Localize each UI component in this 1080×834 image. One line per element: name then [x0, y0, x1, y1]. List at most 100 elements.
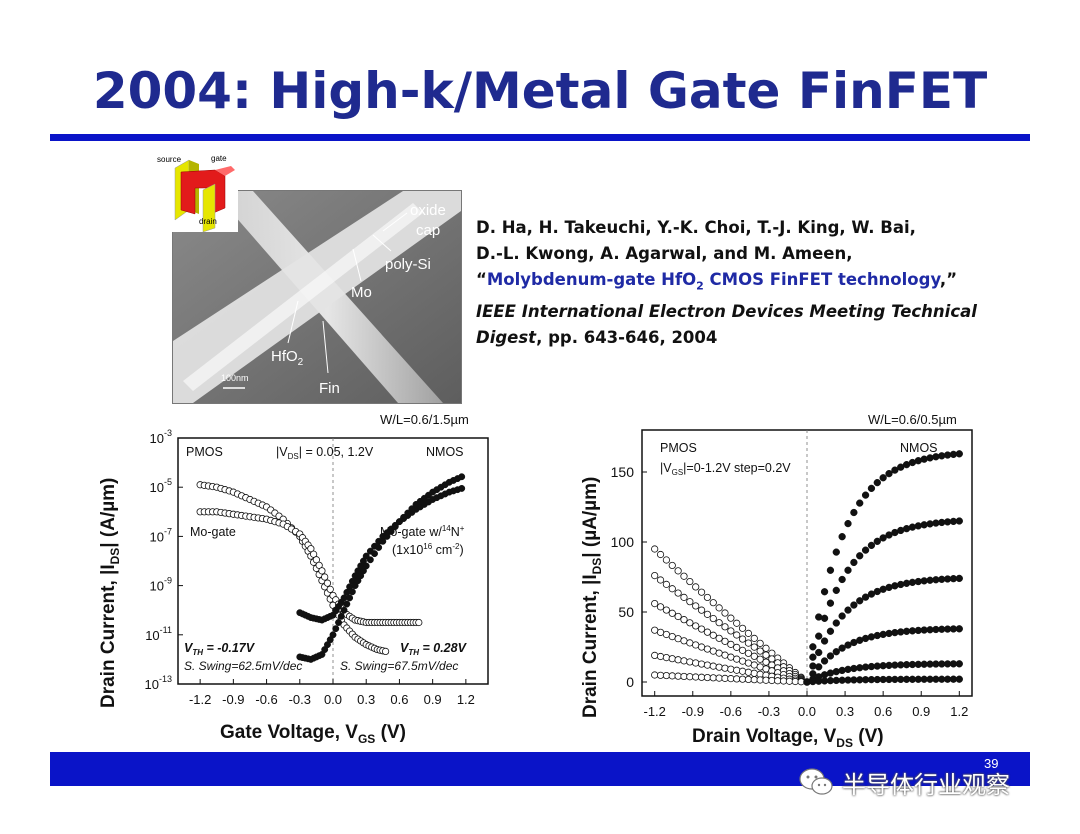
chart2-pmos-point [715, 619, 723, 627]
label-cap: cap [416, 222, 440, 239]
chart1-ytick-label: 10-11 [145, 625, 172, 643]
chart2-pmos-point [692, 659, 700, 667]
chart1-ytick-label: 10-3 [150, 428, 172, 446]
chart2-pmos-point [768, 676, 776, 685]
chart2-pmos-point [721, 664, 729, 672]
chart1-swing-p-label: S. Swing=62.5mV/dec [184, 659, 302, 673]
chart2-pmos-point [703, 661, 712, 669]
chart2-xtick-label: -1.2 [643, 704, 665, 719]
chart2-pmos-point [697, 625, 706, 633]
chart2-pmos-point [744, 675, 753, 684]
chart2-nmos-point [955, 625, 963, 633]
chart2-nmos-point [844, 606, 852, 614]
chart2-nmos-point [844, 519, 852, 528]
chart2-nmos-point [820, 614, 829, 622]
chart1-xtick-label: -0.9 [222, 692, 244, 707]
title-divider [50, 134, 1030, 141]
finfet-3d-inset: source gate drain [155, 150, 238, 232]
chart2-nmos-point [809, 643, 817, 651]
chart2-pmos-point [680, 572, 688, 580]
chart2-pmos-point [692, 602, 700, 610]
chart2-pmos-point [727, 675, 735, 683]
chart2-pmos-point [703, 645, 712, 653]
chart2-pmos-point [727, 627, 735, 635]
chart1-mogate-label: Mo-gate [190, 525, 236, 539]
chart2-nmos-point [838, 644, 846, 652]
chart1-xtick-label: 0.9 [424, 692, 442, 707]
chart2-pmos-point [686, 598, 694, 606]
chart1-point [335, 619, 342, 626]
chart2-pmos-point [744, 629, 753, 637]
chart1-ylabel: Drain Current, |IDS| (A/µm) [98, 478, 122, 708]
chart2-pmos-point [738, 675, 747, 683]
chart1-point [383, 532, 391, 540]
label-oxide: oxide [410, 202, 446, 219]
chart2-pmos-point [738, 667, 747, 675]
chart2-pmos-point [744, 639, 753, 647]
chart2-pmos-point [686, 577, 694, 586]
svg-text:drain: drain [199, 217, 217, 226]
chart2-pmos-point [709, 614, 717, 623]
chart2-pmos-point [680, 637, 688, 645]
chart1-nmos-label: NMOS [426, 445, 464, 459]
chart2-pmos-point [674, 612, 682, 621]
chart2-pmos-point [692, 622, 700, 630]
chart2-pmos-point [738, 624, 747, 632]
chart2-pmos-point [744, 649, 753, 657]
chart1-point [307, 545, 315, 553]
chart2-pmos-point [744, 668, 753, 676]
chart2-nmos-point [832, 619, 840, 627]
chart2-nmos-point [897, 580, 905, 589]
chart1-point [371, 550, 378, 558]
chart2-pmos-point [715, 663, 723, 671]
chart2-nmos-point [867, 541, 876, 550]
chart1-dose-label: (1x1016 cm-2) [392, 542, 464, 557]
chart2-pmos-point [709, 674, 717, 682]
chart2-nmos-point [832, 548, 840, 556]
chart2-pmos-point [656, 652, 665, 661]
chart2-pmos-point [715, 634, 723, 642]
transfer-characteristics-chart: W/L=0.6/1.5µm -1.2 -0.9 -0.6 -0.3 0.0 0.3 0.6 0… [98, 412, 489, 746]
chart2-pmos-point [703, 673, 712, 682]
chart2-ytick-label: 100 [611, 534, 635, 550]
chart2-pmos-point [709, 647, 717, 655]
chart2-pmos-point [697, 673, 706, 681]
chart2-ytick-label: 0 [626, 674, 634, 690]
chart1-ytick-label: 10-5 [150, 477, 172, 495]
chart2-pmos-point [738, 657, 747, 665]
citation-pages: Digest, pp. 643-646, 2004 [476, 328, 718, 348]
chart2-pmos-point [680, 672, 688, 681]
chart2-nmos-point [815, 632, 823, 640]
chart2-pmos-point [656, 603, 665, 611]
output-characteristics-chart: W/L=0.6/0.5µm -1.2 -0.9 -0.6 -0.3 0.0 0.3 0.6 0… [580, 412, 973, 750]
chart2-pmos-point [733, 619, 741, 627]
chart2-nmos-point [838, 575, 846, 584]
chart2-xlabel: Drain Voltage, VDS (V) [692, 726, 884, 750]
chart1-point [404, 509, 412, 517]
chart1-mogate-n-label: Mo-gate w/14N+ [380, 524, 465, 539]
chart2-pmos-point [709, 662, 717, 670]
chart2-pmos-point [727, 640, 735, 648]
chart2-nmos-point [873, 537, 881, 545]
chart2-pmos-point [756, 663, 764, 671]
chart2-pmos-point [756, 655, 764, 663]
svg-text:gate: gate [211, 154, 227, 163]
chart1-point [400, 513, 408, 521]
chart1-xtick-label: 0.3 [357, 692, 375, 707]
chart1-xtick-label: -1.2 [189, 692, 211, 707]
chart2-pmos-point [750, 669, 758, 677]
chart2-pmos-point [668, 672, 676, 680]
citation-authors-2: D.-L. Kwong, A. Agarwal, and M. Ameen, [476, 244, 853, 263]
chart2-pmos-point [656, 628, 665, 636]
watermark: 半导体行业观察 [798, 762, 1010, 802]
chart2-pmos-point [733, 655, 741, 663]
chart1-point [337, 612, 345, 620]
chart2-pmos-point [733, 643, 741, 651]
chart1-point [332, 625, 340, 633]
chart2-pmos-point [686, 619, 694, 627]
chart2-pmos-point [709, 631, 717, 639]
chart2-pmos-point [750, 652, 758, 660]
chart2-pmos-point [662, 580, 671, 588]
chart2-xtick-label: -0.6 [720, 704, 742, 719]
chart2-pmos-point [762, 651, 770, 659]
